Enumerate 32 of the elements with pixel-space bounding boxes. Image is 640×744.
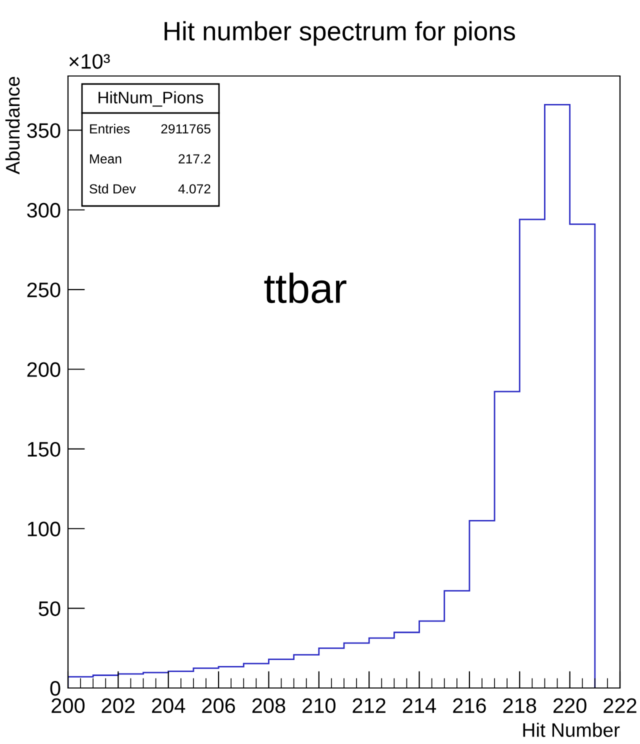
x-tick-label: 208 (252, 698, 286, 714)
annotation: ttbar (264, 272, 346, 304)
x-tick-label: 212 (352, 698, 386, 713)
y-tick-label: 300 (27, 202, 60, 218)
annotation: Entries (90, 124, 130, 134)
y-tick-label: 100 (28, 522, 60, 536)
x-tick-label: 210 (302, 698, 336, 714)
x-tick-label: 202 (102, 698, 135, 714)
x-tick-label: 222 (604, 698, 636, 713)
y-tick-label: 150 (28, 442, 60, 457)
annotation: 217.2 (178, 154, 210, 164)
x-tick-label: 206 (202, 698, 236, 714)
annotation: Std Dev (90, 184, 136, 194)
chart-title: Hit number spectrum for pions (164, 21, 515, 46)
x-tick-label: 214 (402, 698, 436, 713)
y-tick-label: 0 (50, 681, 60, 696)
y-tick-label: 350 (27, 123, 60, 138)
y-axis-title: Abundance (5, 76, 20, 174)
x-axis-title: Hit Number (523, 722, 620, 737)
x-tick-label: 216 (453, 698, 486, 714)
text: ×10³ (69, 54, 110, 69)
x-tick-label: 204 (152, 698, 186, 714)
annotation: 2911765 (161, 124, 210, 134)
annotation: 4.072 (178, 184, 210, 194)
x-tick-label: 218 (503, 698, 536, 714)
y-tick-label: 200 (27, 362, 60, 378)
annotation: Mean (90, 154, 122, 164)
x-tick-label: 200 (52, 698, 85, 714)
y-tick-label: 50 (38, 601, 60, 616)
y-tick-label: 250 (27, 282, 60, 298)
annotation: HitNum_Pions (98, 91, 204, 107)
x-tick-label: 220 (553, 698, 586, 714)
